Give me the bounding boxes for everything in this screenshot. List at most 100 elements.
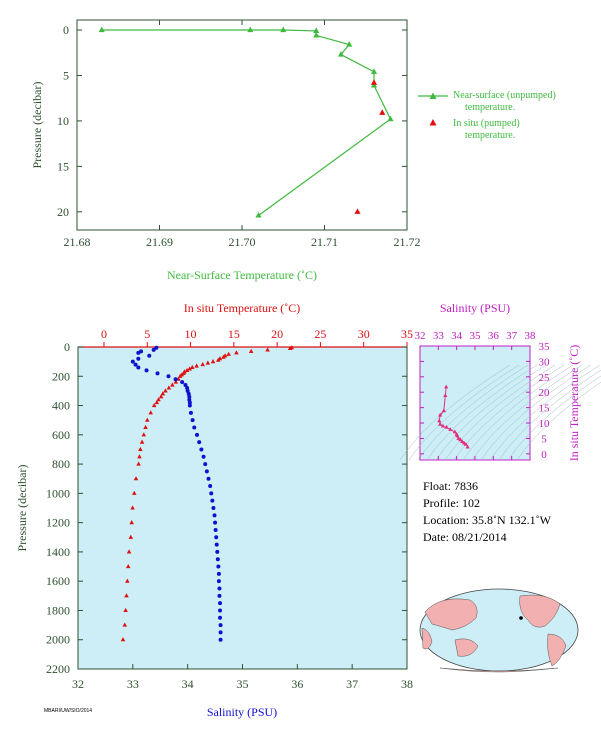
salinity-point bbox=[213, 527, 218, 532]
in-situ-temperature-point bbox=[205, 360, 211, 365]
ts-profile-point bbox=[458, 437, 463, 442]
density-contour bbox=[471, 364, 583, 461]
ts-x-tick-label: 32 bbox=[415, 330, 426, 342]
ts-y-tick-label: 30 bbox=[539, 356, 551, 368]
in-situ-temperature-point bbox=[160, 391, 166, 396]
in-situ-temperature-point bbox=[130, 505, 135, 510]
legend-marker-pumped bbox=[429, 119, 437, 126]
in-situ-temperature-point bbox=[128, 534, 134, 539]
density-contour bbox=[498, 369, 601, 461]
in-situ-temperature-point bbox=[177, 373, 183, 378]
salinity-point bbox=[151, 347, 156, 352]
salinity-point bbox=[199, 447, 204, 452]
salinity-point bbox=[192, 425, 197, 430]
pumped-temperature-point bbox=[379, 109, 386, 115]
density-contour bbox=[408, 364, 520, 461]
salinity-point bbox=[183, 383, 188, 388]
ts-profile-point bbox=[444, 424, 449, 429]
salinity-point bbox=[180, 380, 185, 385]
density-contour bbox=[444, 364, 556, 461]
ts-profile-point bbox=[465, 444, 470, 449]
pressure-tick-label: 1000 bbox=[46, 486, 70, 500]
in-situ-temp-tick-label: 35 bbox=[401, 327, 413, 341]
salinity-point bbox=[136, 350, 141, 355]
float-id: Float: 7836 bbox=[423, 479, 479, 493]
ts-profile-point bbox=[463, 441, 468, 446]
in-situ-temperature-point bbox=[194, 363, 199, 368]
in-situ-temperature-point bbox=[129, 520, 134, 525]
in-situ-temperature-point bbox=[139, 439, 145, 444]
unpumped-temperature-point bbox=[247, 26, 254, 33]
salinity-tick-label: 35 bbox=[237, 677, 249, 691]
in-situ-temperature-point bbox=[125, 563, 131, 569]
in-situ-temperature-point bbox=[226, 351, 231, 356]
unpumped-temperature-point bbox=[313, 27, 320, 34]
salinity-point bbox=[218, 623, 223, 628]
pressure-tick-label: 600 bbox=[52, 428, 70, 442]
in-situ-temperature-point bbox=[154, 400, 160, 405]
pressure-tick-label: 0 bbox=[64, 340, 70, 354]
in-situ-temperature-point bbox=[163, 388, 168, 393]
salinity-point bbox=[218, 637, 223, 642]
map-landmasses bbox=[421, 594, 567, 673]
salinity-point bbox=[197, 440, 202, 445]
profile-plot-frame bbox=[77, 346, 408, 670]
unpumped-temperature-point bbox=[387, 115, 394, 122]
in-situ-temperature-point bbox=[151, 402, 157, 408]
salinity-point bbox=[210, 498, 215, 503]
in-situ-temperature-point bbox=[234, 350, 239, 355]
salinity-point bbox=[209, 491, 214, 496]
top-y-tick-label: 10 bbox=[57, 114, 69, 128]
in-situ-temperature-point bbox=[200, 361, 205, 367]
in-situ-temperature-point bbox=[265, 347, 270, 352]
ts-y-tick-label: 15 bbox=[539, 403, 551, 415]
unpumped-temperature-point bbox=[280, 26, 287, 33]
in-situ-temperature-point bbox=[156, 397, 161, 402]
in-situ-temperature-point bbox=[138, 446, 143, 452]
in-situ-temperature-point bbox=[248, 348, 254, 353]
pumped-temperature-point bbox=[354, 208, 361, 214]
top-x-ticks: 21.68 21.69 21.70 21.71 21.72 bbox=[64, 20, 421, 249]
top-y-tick-label: 15 bbox=[57, 159, 69, 173]
salinity-tick-label: 36 bbox=[291, 677, 303, 691]
profile-date: Date: 08/21/2014 bbox=[423, 530, 507, 544]
legend-label-pumped: In situ (pumped) bbox=[453, 118, 520, 129]
unpumped-temperature-point bbox=[98, 26, 105, 33]
salinity-point bbox=[217, 586, 222, 591]
top-x-tick-label: 21.72 bbox=[394, 235, 421, 249]
map-africa-edge bbox=[421, 627, 433, 650]
in-situ-temperature-point bbox=[120, 637, 126, 642]
in-situ-temperature-point bbox=[124, 593, 129, 598]
in-situ-temperature-point bbox=[136, 461, 141, 466]
salinity-tick-label: 37 bbox=[346, 677, 358, 691]
top-x-tick-label: 21.69 bbox=[146, 235, 173, 249]
salinity-point bbox=[208, 484, 213, 489]
in-situ-temperature-point bbox=[125, 578, 130, 583]
legend-marker-unpumped bbox=[429, 92, 437, 99]
footer-credit: MBARI/UW/SIO/2014 bbox=[44, 708, 93, 714]
legend-label-unpumped: Near-surface (unpumped) bbox=[453, 90, 556, 101]
salinity-point bbox=[187, 400, 192, 405]
salinity-point bbox=[130, 359, 135, 364]
in-situ-temperature-point bbox=[148, 410, 153, 415]
ts-plot-frame bbox=[419, 345, 531, 461]
ts-profile-point bbox=[437, 418, 442, 423]
ts-profile-point bbox=[443, 393, 448, 398]
salinity-point bbox=[212, 513, 217, 518]
in-situ-temperature-point bbox=[221, 354, 226, 359]
density-contour bbox=[480, 364, 592, 461]
salinity-tick-label: 34 bbox=[182, 677, 194, 691]
legend-label-unpumped-cont: temperature. bbox=[465, 102, 515, 113]
top-plot-frame bbox=[76, 19, 408, 231]
float-location: Location: 35.8˚N 132.1˚W bbox=[423, 513, 551, 527]
density-contour bbox=[426, 364, 538, 461]
ts-profile-point bbox=[444, 384, 449, 389]
unpumped-temperature-point bbox=[313, 31, 320, 38]
in-situ-temperature-point bbox=[173, 379, 179, 384]
ts-x-tick-label: 35 bbox=[470, 330, 482, 342]
map-asia bbox=[424, 598, 478, 631]
pressure-tick-label: 1200 bbox=[46, 516, 70, 530]
pressure-tick-label: 400 bbox=[52, 399, 70, 413]
ts-diagram: 32 33 34 35 36 37 38 0 5 10 15 20 25 30 35 Salinity (P… bbox=[399, 301, 601, 461]
